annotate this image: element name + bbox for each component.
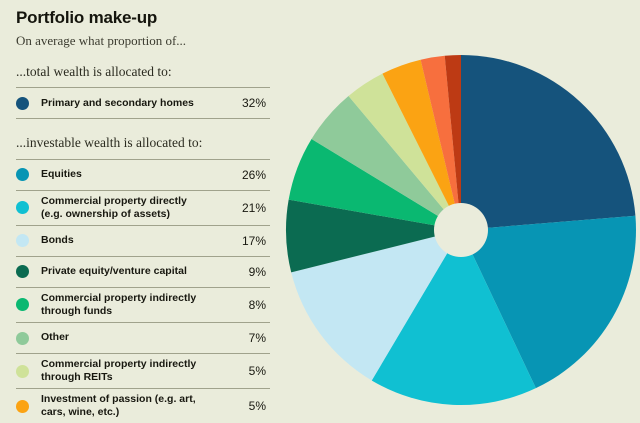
legend-label: Bonds	[41, 234, 74, 247]
legend-rows: Primary and secondary homes 32%	[16, 87, 270, 120]
legend-swatch-icon	[16, 265, 29, 279]
pie-slice	[420, 55, 461, 231]
legend-section: ...investable wealth is allocated to: Eq…	[16, 135, 270, 423]
page-title: Portfolio make-up	[16, 8, 158, 27]
legend-row: Commercial property indirectly through f…	[16, 286, 270, 322]
legend-value: 32%	[241, 96, 266, 111]
legend-swatch-icon	[16, 96, 29, 110]
pie-slice	[461, 215, 637, 389]
legend-value: 21%	[241, 200, 266, 215]
legend-value: 9%	[248, 264, 266, 279]
pie-slice	[461, 55, 636, 230]
legend-swatch-icon	[16, 364, 29, 378]
legend-label: Equities	[41, 167, 82, 180]
legend-row: Private equity/venture capital 9%	[16, 255, 270, 287]
pie-slice	[291, 230, 461, 381]
pie-slice	[311, 95, 461, 230]
legend-rows: Equities 26% Commercial property directl…	[16, 158, 270, 423]
subtitle: On average what proportion of...	[16, 32, 187, 48]
legend-section: ...total wealth is allocated to: Primary…	[16, 64, 270, 120]
legend-label: Private equity/venture capital	[41, 265, 187, 278]
legend-value: 5%	[248, 399, 266, 414]
legend-label: Other	[41, 331, 70, 344]
legend-value: 17%	[241, 233, 266, 248]
pie-slice	[444, 55, 461, 230]
pie-slice	[288, 139, 461, 230]
legend-swatch-icon	[16, 331, 29, 345]
legend-sections: ...total wealth is allocated to: Primary…	[16, 64, 270, 423]
legend-panel: Portfolio make-up On average what propor…	[16, 8, 270, 423]
legend-label: Commercial property indirectly through f…	[41, 291, 197, 317]
legend-value: 7%	[248, 331, 266, 346]
legend-row: Commercial property indirectly through R…	[16, 353, 270, 388]
legend-swatch-icon	[16, 399, 29, 413]
legend-section-heading: ...investable wealth is allocated to:	[16, 135, 203, 151]
legend-swatch-icon	[16, 168, 29, 182]
legend-section-heading: ...total wealth is allocated to:	[16, 64, 172, 80]
legend-swatch-icon	[16, 298, 29, 312]
donut-hole	[434, 203, 488, 257]
legend-label: Commercial property indirectly through R…	[41, 358, 197, 384]
legend-row: Other 7%	[16, 322, 270, 353]
pie-slice	[371, 230, 536, 406]
legend-row: Commercial property directly (e.g. owner…	[16, 189, 270, 225]
legend-row: Equities 26%	[16, 158, 270, 190]
legend-label: Commercial property directly (e.g. owner…	[41, 194, 187, 220]
legend-swatch-icon	[16, 234, 29, 248]
legend-swatch-icon	[16, 201, 29, 215]
pie-slice	[348, 73, 461, 230]
legend-value: 8%	[248, 297, 266, 312]
legend-label: Investment of passion (e.g. art, cars, w…	[41, 393, 196, 419]
legend-label: Primary and secondary homes	[41, 96, 194, 109]
legend-row: Investment of passion (e.g. art, cars, w…	[16, 388, 270, 423]
pie-slice	[286, 199, 461, 273]
legend-row: Bonds 17%	[16, 224, 270, 256]
pie-slice	[382, 59, 461, 230]
legend-value: 5%	[248, 364, 266, 379]
legend-row: Primary and secondary homes 32%	[16, 87, 270, 118]
legend-value: 26%	[241, 167, 266, 182]
